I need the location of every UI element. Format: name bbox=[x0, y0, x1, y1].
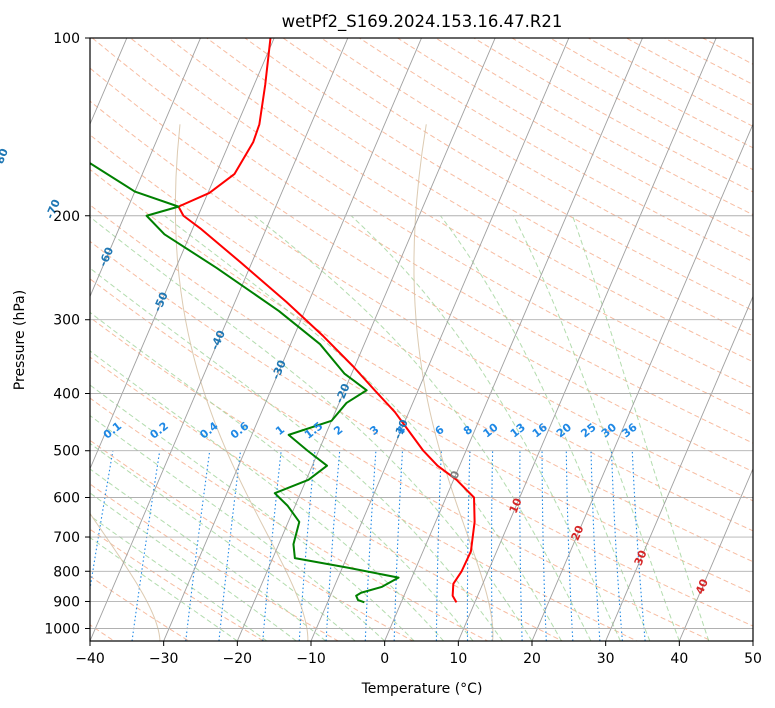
dry-adiabat-line bbox=[90, 483, 340, 641]
moist-adiabat-line bbox=[164, 215, 562, 641]
y-tick-label: 800 bbox=[53, 564, 80, 580]
dry-adiabat-line bbox=[90, 134, 753, 532]
dry-adiabat-line bbox=[91, 38, 753, 444]
moist-adiabat-line bbox=[90, 350, 444, 641]
isotherm-line bbox=[90, 38, 128, 126]
dry-adiabat-line bbox=[90, 528, 265, 641]
moist-adiabat-line bbox=[90, 267, 503, 641]
y-tick-label: 300 bbox=[53, 313, 80, 329]
dry-adiabat-line bbox=[130, 38, 753, 416]
moist-adiabat-line bbox=[90, 384, 415, 641]
x-tick-label: 30 bbox=[597, 651, 615, 667]
x-tick-label: −20 bbox=[223, 651, 253, 667]
x-tick-label: 0 bbox=[380, 651, 389, 667]
moist-adiabat-line bbox=[90, 311, 474, 641]
y-tick-label: 600 bbox=[53, 490, 80, 506]
isotherm-label: 30 bbox=[632, 548, 650, 568]
y-tick-label: 500 bbox=[53, 444, 80, 460]
isotherm-line bbox=[90, 38, 201, 298]
y-tick-label: 100 bbox=[53, 31, 80, 47]
y-tick-label: 200 bbox=[53, 209, 80, 225]
isotherm-line bbox=[90, 38, 349, 641]
x-tick-label: 50 bbox=[744, 651, 762, 667]
moist-adiabat-line bbox=[90, 216, 533, 641]
moist-adiabat-line bbox=[90, 515, 268, 641]
moist-adiabat-line bbox=[90, 442, 356, 641]
y-tick-label: 1000 bbox=[44, 621, 80, 637]
isotherm-line bbox=[163, 38, 422, 641]
dry-adiabat-line bbox=[90, 67, 753, 473]
moist-adiabat-line bbox=[350, 215, 621, 641]
isotherm-line bbox=[531, 122, 753, 641]
chart-title: wetPf2_S169.2024.153.16.47.R21 bbox=[282, 12, 563, 32]
y-axis-label: Pressure (hPa) bbox=[12, 290, 28, 390]
isotherm-label: -80 bbox=[0, 146, 11, 170]
temperature-profile bbox=[177, 38, 476, 603]
moist-adiabat-line bbox=[90, 468, 327, 641]
plot-series bbox=[90, 38, 476, 604]
y-tick-label: 700 bbox=[53, 530, 80, 546]
x-tick-label: 10 bbox=[449, 651, 467, 667]
isotherm-line bbox=[310, 38, 570, 641]
isotherm-line bbox=[384, 38, 643, 641]
x-tick-label: −40 bbox=[75, 651, 105, 667]
isotherm-label: 10 bbox=[507, 496, 525, 516]
plot-frame bbox=[89, 37, 754, 642]
isotherm-line bbox=[605, 295, 753, 641]
x-tick-label: 20 bbox=[523, 651, 541, 667]
x-tick-label: 40 bbox=[670, 651, 688, 667]
isotherm-line bbox=[236, 38, 496, 641]
y-tick-label: 900 bbox=[53, 594, 80, 610]
moist-adiabat-line bbox=[253, 215, 592, 641]
isotherm-line bbox=[457, 38, 717, 641]
plot-grid bbox=[90, 38, 753, 641]
y-tick-label: 400 bbox=[53, 387, 80, 403]
isotherm-label: 20 bbox=[569, 523, 587, 543]
moist-adiabat-line bbox=[90, 492, 297, 641]
moist-adiabat-line bbox=[440, 215, 651, 641]
moist-adiabat-line bbox=[90, 414, 386, 641]
dewpoint-profile bbox=[90, 161, 400, 604]
moist-adiabat-line bbox=[90, 536, 238, 641]
isotherm-line bbox=[678, 467, 753, 641]
dry-adiabat-line bbox=[90, 240, 753, 627]
x-axis-label: Temperature (°C) bbox=[361, 681, 483, 697]
moist-adiabat-line bbox=[572, 215, 710, 641]
moist-adiabat-line bbox=[513, 215, 680, 641]
x-tick-label: −10 bbox=[296, 651, 326, 667]
isotherm-label: 40 bbox=[693, 577, 711, 597]
x-tick-label: −30 bbox=[149, 651, 179, 667]
axes: −40 −30 −20 −10 0 10 20 30 40 50 100 200 300 400 500 60… bbox=[44, 31, 762, 667]
cross-section-line bbox=[90, 512, 161, 641]
isotherm-line bbox=[90, 38, 275, 470]
